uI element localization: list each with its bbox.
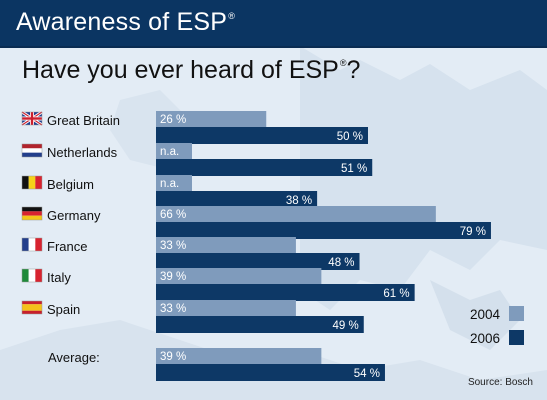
germany-flag-icon — [21, 206, 43, 221]
bar-2004 — [156, 348, 322, 364]
data-label-2006: 49 % — [333, 320, 359, 332]
bar-2006 — [156, 364, 385, 381]
bar-2004 — [156, 175, 192, 191]
category-label: Netherlands — [47, 145, 118, 160]
page-title: Awareness of ESP® — [16, 8, 236, 36]
data-label-2004: 33 % — [160, 303, 186, 315]
bar-row: Netherlands n.a. 51 % — [47, 143, 373, 176]
belgium-flag-icon — [21, 175, 43, 190]
legend-swatch — [509, 306, 524, 321]
data-label-2004: 66 % — [160, 209, 186, 221]
bar-2006 — [156, 316, 364, 333]
data-label-2004: 33 % — [160, 240, 186, 252]
source-note: Source: Bosch — [467, 377, 533, 388]
data-label-2004: 39 % — [160, 351, 186, 363]
category-label: France — [47, 239, 87, 254]
data-label-2006: 61 % — [383, 288, 409, 300]
data-label-2006: 79 % — [460, 226, 486, 238]
bar-row: Average: 39 % 54 % — [48, 348, 385, 381]
chart-title: Have you ever heard of ESP®? — [22, 56, 361, 84]
france-flag-icon — [21, 237, 43, 252]
legend-item: 2004 — [470, 306, 524, 322]
category-label: Spain — [47, 302, 80, 317]
bar-row: Spain 33 % 49 % — [47, 300, 364, 333]
italy-flag-icon — [21, 268, 43, 283]
data-label-2004: n.a. — [160, 178, 179, 190]
bar-row: Belgium n.a. 38 % — [47, 175, 318, 208]
category-label: Italy — [47, 270, 71, 285]
bar-2006 — [156, 127, 368, 144]
category-label: Belgium — [47, 177, 94, 192]
legend-label: 2006 — [470, 331, 500, 346]
bar-2006 — [156, 222, 491, 239]
category-label: Germany — [47, 208, 101, 223]
data-label-2006: 48 % — [328, 257, 354, 269]
bar-2006 — [156, 284, 415, 301]
bar-2006 — [156, 253, 360, 270]
netherlands-flag-icon — [21, 143, 43, 158]
bar-row: Great Britain 26 % 50 % — [47, 111, 368, 144]
data-label-2006: 54 % — [354, 368, 380, 380]
bar-2004 — [156, 300, 296, 316]
category-label: Great Britain — [47, 113, 120, 128]
bar-row: Germany 66 % 79 % — [47, 206, 491, 239]
legend-label: 2004 — [470, 307, 501, 322]
header-bar: Awareness of ESP® — [0, 0, 547, 48]
bar-2004 — [156, 206, 436, 222]
data-label-2006: 50 % — [337, 131, 363, 143]
legend-item: 2006 — [470, 330, 524, 346]
spain-flag-icon — [21, 300, 43, 315]
data-label-2004: 39 % — [160, 271, 186, 283]
bar-2004 — [156, 237, 296, 253]
category-label: Average: — [48, 350, 100, 365]
data-label-2004: n.a. — [160, 146, 179, 158]
data-label-2006: 51 % — [341, 163, 367, 175]
legend-swatch — [509, 330, 524, 345]
data-label-2004: 26 % — [160, 114, 186, 126]
bar-row: France 33 % 48 % — [47, 237, 360, 270]
bar-row: Italy 39 % 61 % — [47, 268, 415, 301]
uk-flag-icon — [21, 110, 43, 127]
bar-2004 — [156, 268, 322, 284]
bar-2004 — [156, 111, 267, 127]
bar-2006 — [156, 191, 318, 208]
data-label-2006: 38 % — [286, 195, 312, 207]
bar-2006 — [156, 159, 373, 176]
bar-2004 — [156, 143, 192, 159]
